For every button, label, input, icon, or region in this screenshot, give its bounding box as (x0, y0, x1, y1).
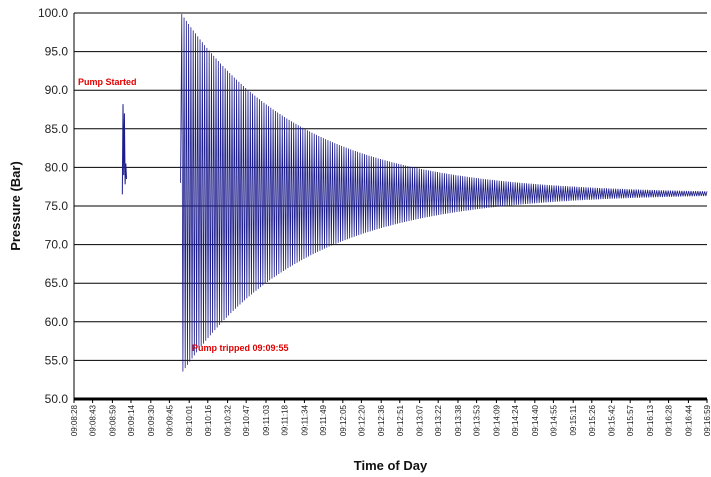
x-tick-label: 09:09:30 (147, 404, 156, 436)
x-tick-label: 09:14:55 (549, 404, 558, 436)
series-line-pump-start (121, 104, 128, 195)
x-tick-label: 09:14:40 (531, 404, 540, 436)
series-line-trip-oscillation (180, 14, 708, 372)
y-tick-label: 95.0 (45, 45, 69, 59)
x-tick-label: 09:16:44 (684, 404, 693, 436)
y-axis-ticks: 50.0 55.0 60.0 65.0 70.0 75.0 80.0 85.0 90.0 95.0… (38, 6, 68, 406)
x-tick-label: 09:13:07 (416, 404, 425, 436)
y-tick-label: 80.0 (45, 160, 69, 174)
x-tick-label: 09:15:57 (626, 404, 635, 436)
y-tick-label: 75.0 (45, 199, 69, 213)
x-tick-label: 09:08:59 (108, 404, 117, 436)
y-tick-label: 55.0 (45, 353, 69, 367)
x-tick-label: 09:13:53 (473, 404, 482, 436)
x-tick-label: 09:13:38 (454, 404, 463, 436)
y-tick-label: 65.0 (45, 276, 69, 290)
x-tick-label: 09:14:24 (511, 404, 520, 436)
y-tick-label: 70.0 (45, 238, 69, 252)
y-tick-label: 50.0 (45, 392, 69, 406)
x-tick-label: 09:10:16 (204, 404, 213, 436)
x-tick-label: 09:09:14 (127, 404, 136, 436)
annotation-pump-started: Pump Started (78, 77, 137, 87)
y-tick-label: 90.0 (45, 83, 69, 97)
x-tick-label: 09:10:01 (185, 404, 194, 436)
x-tick-label: 09:16:59 (703, 404, 711, 436)
x-tick-label: 09:16:28 (665, 404, 674, 436)
x-tick-label: 09:11:34 (300, 404, 309, 435)
y-tick-label: 100.0 (38, 6, 68, 20)
y-axis-title: Pressure (Bar) (8, 161, 23, 251)
y-tick-label: 85.0 (45, 122, 69, 136)
x-tick-label: 09:08:28 (70, 404, 79, 436)
x-tick-label: 09:13:22 (434, 404, 443, 436)
y-tick-label: 60.0 (45, 315, 69, 329)
x-tick-label: 09:12:36 (377, 404, 386, 436)
x-tick-label: 09:12:20 (357, 404, 366, 436)
series-pressure (121, 14, 708, 372)
x-tick-label: 09:10:32 (224, 404, 233, 436)
x-tick-label: 09:11:49 (319, 404, 328, 435)
x-tick-label: 09:16:13 (646, 404, 655, 436)
x-tick-label: 09:15:26 (588, 404, 597, 436)
x-tick-label: 09:12:51 (396, 404, 405, 436)
x-tick-label: 09:15:11 (569, 404, 578, 435)
x-tick-label: 09:14:09 (492, 404, 501, 436)
x-tick-label: 09:12:05 (339, 404, 348, 436)
x-tick-label: 09:11:18 (281, 404, 290, 435)
x-tick-label: 09:15:42 (608, 404, 617, 436)
x-tick-label: 09:10:47 (242, 404, 251, 436)
x-tick-label: 09:08:43 (89, 404, 98, 436)
x-tick-label: 09:09:45 (165, 404, 174, 436)
x-tick-label: 09:11:03 (262, 404, 271, 435)
gridlines (74, 12, 707, 361)
x-axis-ticks: 09:08:28 09:08:43 09:08:59 09:09:14 09:09:30… (70, 399, 711, 436)
annotation-pump-tripped: Pump tripped 09:09:55 (192, 343, 289, 353)
x-axis-title: Time of Day (354, 458, 428, 473)
